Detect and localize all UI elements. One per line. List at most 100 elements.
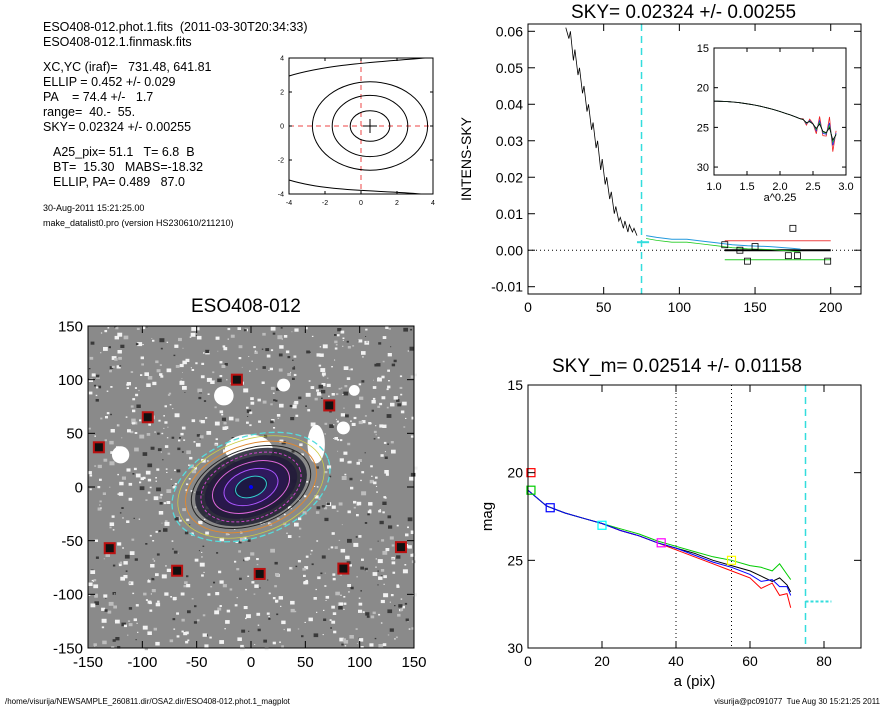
noise-pixel [387, 369, 390, 372]
noise-pixel [342, 345, 344, 347]
noise-pixel [173, 550, 178, 554]
masked-star [277, 378, 291, 392]
noise-pixel [362, 611, 365, 613]
noise-pixel [368, 422, 372, 425]
noise-pixel [213, 581, 216, 584]
noise-pixel [245, 617, 247, 620]
contour-level [288, 57, 426, 77]
noise-pixel [314, 495, 319, 499]
noise-pixel [385, 473, 389, 476]
noise-pixel [279, 641, 281, 643]
noise-pixel [268, 615, 270, 617]
noise-pixel [305, 555, 309, 558]
noise-pixel [281, 441, 286, 445]
noise-pixel [404, 564, 407, 566]
noise-pixel [155, 573, 159, 577]
noise-pixel [206, 377, 212, 382]
noise-pixel [340, 548, 346, 553]
noise-pixel [389, 601, 391, 603]
noise-pixel [203, 571, 205, 573]
noise-pixel [94, 539, 98, 542]
noise-pixel [105, 598, 107, 599]
noise-pixel [288, 506, 292, 510]
sky-ytick-label: 0.00 [496, 242, 523, 258]
noise-pixel [361, 351, 366, 355]
noise-pixel [223, 347, 228, 351]
noise-pixel [335, 393, 339, 396]
noise-pixel [181, 618, 185, 622]
noise-pixel [399, 375, 403, 378]
noise-pixel [112, 564, 116, 567]
mag-marker [597, 520, 607, 530]
noise-pixel [240, 647, 245, 651]
noise-pixel [170, 596, 172, 598]
noise-pixel [150, 564, 155, 568]
noise-pixel [147, 580, 151, 583]
noise-pixel [101, 626, 105, 629]
noise-pixel [117, 542, 122, 546]
noise-pixel [294, 610, 297, 613]
noise-pixel [331, 605, 335, 609]
noise-pixel [293, 366, 295, 368]
noise-pixel [150, 446, 155, 450]
noise-pixel [373, 573, 376, 576]
noise-pixel [164, 405, 167, 408]
noise-pixel [283, 628, 285, 631]
noise-pixel [281, 645, 284, 648]
noise-pixel [400, 393, 403, 396]
contour-xtick-label: 4 [431, 200, 435, 207]
noise-pixel [200, 375, 205, 379]
noise-pixel [99, 478, 102, 481]
noise-pixel [397, 403, 402, 407]
noise-pixel [203, 352, 205, 354]
noise-pixel [94, 594, 98, 598]
noise-pixel [88, 391, 93, 395]
sky-xtick-label: 50 [596, 299, 612, 315]
noise-pixel [226, 609, 231, 613]
noise-pixel [267, 579, 269, 581]
noise-pixel [239, 537, 245, 542]
noise-pixel [104, 609, 108, 612]
noise-pixel [149, 534, 152, 537]
noise-pixel [121, 622, 126, 627]
noise-pixel [293, 373, 297, 376]
noise-pixel [307, 409, 311, 412]
noise-pixel [187, 610, 191, 614]
noise-pixel [244, 557, 249, 561]
noise-pixel [264, 647, 269, 651]
mag-xtick-label: 40 [668, 653, 684, 669]
mag-marker [545, 503, 555, 513]
masked-star [348, 385, 360, 396]
noise-pixel [215, 592, 220, 596]
noise-pixel [342, 339, 344, 341]
noise-pixel [185, 640, 189, 644]
noise-pixel [130, 430, 134, 434]
noise-pixel [347, 584, 351, 587]
noise-pixel [341, 643, 344, 646]
noise-pixel [138, 389, 140, 392]
noise-pixel [147, 631, 152, 635]
noise-pixel [321, 555, 326, 559]
noise-pixel [308, 351, 311, 353]
noise-pixel [277, 417, 280, 419]
noise-pixel [337, 328, 342, 332]
noise-pixel [379, 520, 384, 525]
noise-pixel [283, 335, 288, 338]
noise-pixel [350, 368, 353, 371]
noise-pixel [132, 398, 136, 401]
noise-pixel [377, 405, 381, 408]
noise-pixel [336, 510, 339, 512]
noise-pixel [246, 556, 251, 560]
sky-xtick-label: 0 [524, 299, 532, 315]
noise-pixel [337, 450, 339, 452]
noise-pixel [147, 463, 153, 468]
noise-pixel [364, 452, 366, 454]
noise-pixel [195, 362, 198, 365]
noise-pixel [131, 538, 135, 541]
noise-pixel [290, 608, 295, 613]
noise-pixel [290, 600, 295, 605]
noise-pixel [378, 613, 381, 616]
sky-ytick-label: 0.01 [496, 206, 523, 222]
noise-pixel [391, 544, 395, 547]
